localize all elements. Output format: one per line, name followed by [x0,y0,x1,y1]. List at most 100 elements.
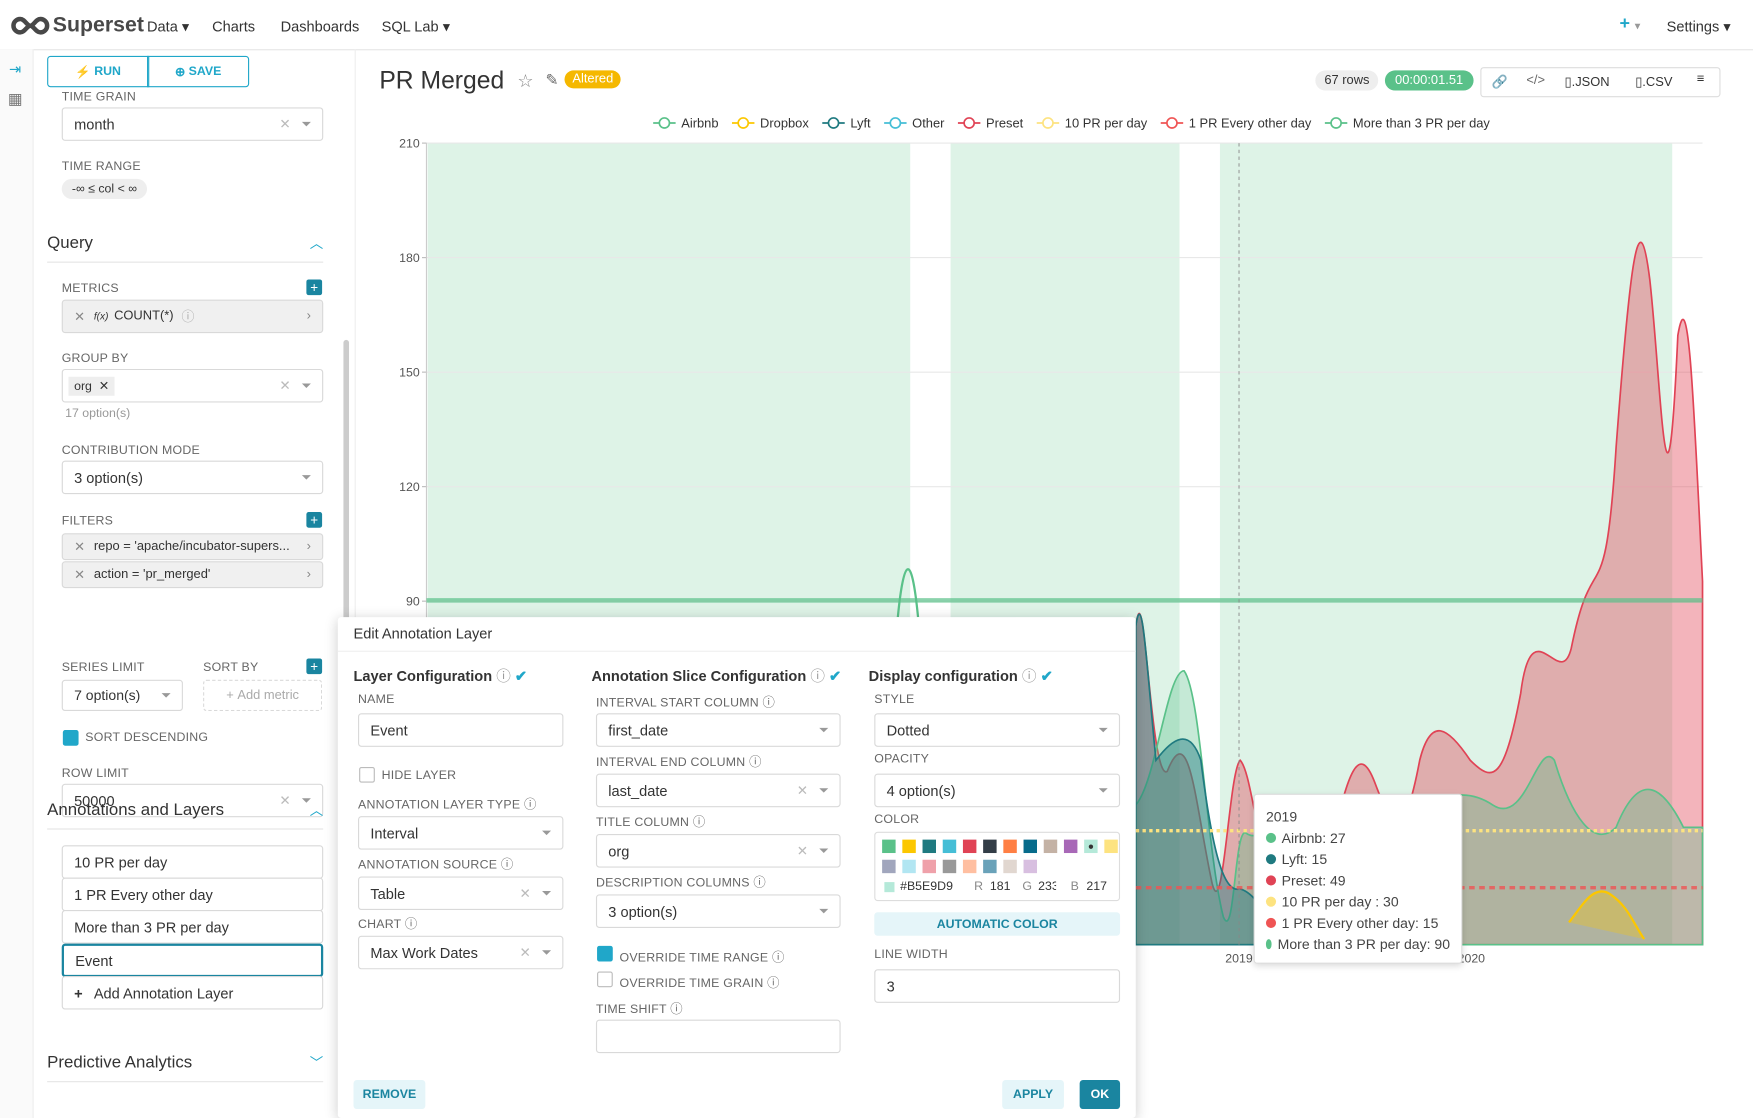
annotation-layer[interactable]: Event [61,943,324,978]
select[interactable]: Dotted [874,713,1121,747]
settings-menu[interactable]: Settings ▾ [1666,17,1731,35]
annotation-layer[interactable]: More than 3 PR per day [61,910,324,944]
label: .CSV [1642,76,1673,90]
filter-chip[interactable]: ✕ repo = 'apache/incubator-supers... › [61,533,324,561]
swatch[interactable] [902,859,916,874]
select[interactable]: 3 option(s) [61,460,324,495]
checkbox[interactable] [359,766,375,783]
time-range-pill[interactable]: -∞ ≤ col < ∞ [61,178,148,200]
annotation-layer[interactable]: 1 PR Every other day [61,877,324,912]
legend-item[interactable]: 10 PR per day [1036,115,1148,130]
select[interactable]: org ✕ [595,834,841,868]
swatch[interactable] [942,859,957,874]
swatch[interactable] [882,859,896,874]
collapse-icon[interactable]: ⇥ [8,60,22,78]
legend-item[interactable]: Airbnb [653,115,719,130]
select[interactable]: 50000 ✕ [61,783,324,818]
swatch-selected[interactable]: ● [1084,839,1098,854]
swatch[interactable] [962,839,977,854]
swatch[interactable] [1063,839,1078,854]
value: Dotted [886,721,930,739]
checkbox[interactable] [597,971,613,988]
swatch[interactable] [1003,839,1017,854]
menu-data[interactable]: Data ▾ [147,17,190,35]
swatch[interactable] [882,839,896,854]
link-button[interactable]: 🔗 [1491,76,1508,90]
add-metric[interactable]: + Add metric [203,679,323,712]
swatch[interactable] [902,839,916,854]
add-button[interactable]: + [306,658,323,675]
add-button[interactable]: + [306,512,323,528]
menu-item[interactable]: Data [147,17,178,35]
hex[interactable]: #B5E9D9 [900,879,953,894]
action-buttons: 🔗 </> ▯.JSON ▯.CSV ≡ [1480,67,1721,98]
checkbox[interactable] [62,730,79,746]
section-header[interactable]: Annotations and Layers ︿ [47,800,324,830]
legend-item[interactable]: Preset [957,115,1024,130]
swatch[interactable] [942,839,957,854]
select[interactable]: 4 option(s) [874,773,1121,808]
select[interactable]: Max Work Dates ✕ [358,935,564,970]
ok-button[interactable]: OK [1079,1079,1121,1110]
menu-item[interactable]: Charts [212,17,256,35]
swatch[interactable] [922,859,936,874]
run-button[interactable]: ⚡ RUN [47,55,150,88]
legend-item[interactable]: More than 3 PR per day [1324,115,1491,130]
r-value[interactable]: 181 [989,879,1011,894]
text-input[interactable] [595,1019,841,1054]
save-button[interactable]: ⊕ SAVE [147,55,250,88]
select[interactable]: first_date [595,713,841,747]
section-header[interactable]: Predictive Analytics ﹀ [47,1053,324,1083]
select[interactable]: month ✕ [61,107,324,141]
metric-chip[interactable]: ✕ f(x) COUNT(*) ⓘ › [61,299,324,334]
select[interactable]: Table ✕ [358,876,564,911]
select[interactable]: 3 option(s) [595,894,841,928]
remove-button[interactable]: REMOVE [353,1079,426,1110]
swatch[interactable] [983,859,997,874]
apply-button[interactable]: APPLY [1002,1079,1064,1110]
csv-button[interactable]: ▯.CSV [1635,76,1673,90]
control-panel: ⚡ RUN ⊕ SAVE TIME GRAIN month ✕ TIME RANG… [34,49,356,1118]
swatch[interactable] [962,859,977,874]
menu-item[interactable]: SQL Lab [381,17,439,35]
menu-item[interactable]: Dashboards [280,17,360,35]
legend-item[interactable]: 1 PR Every other day [1160,115,1312,130]
g-value[interactable]: 233 [1038,879,1056,894]
multiselect[interactable]: org ✕ ✕ [61,368,324,403]
b-value[interactable]: 217 [1086,879,1107,894]
legend-item[interactable]: Other [884,115,945,130]
brand[interactable]: Superset [52,13,145,37]
table-icon[interactable]: ▦ [7,89,23,108]
swatch[interactable] [1043,839,1058,854]
add-annotation-layer[interactable]: + Add Annotation Layer [61,976,324,1010]
annotation-layer[interactable]: 10 PR per day [61,845,324,879]
checkbox[interactable] [597,945,613,962]
x-tick-label: 2019 [1225,952,1253,966]
add-button[interactable]: + [306,279,323,296]
select[interactable]: 7 option(s) [61,679,183,712]
select[interactable]: last_date ✕ [595,773,841,808]
swatch[interactable] [1003,859,1017,874]
swatch[interactable] [922,839,936,854]
menu-button[interactable]: ≡ [1696,72,1705,87]
swatch[interactable] [1104,839,1118,854]
filter-chip[interactable]: ✕ action = 'pr_merged' › [61,561,324,589]
swatch[interactable] [1023,839,1038,854]
embed-button[interactable]: </> [1526,73,1546,88]
select[interactable]: Interval [358,816,564,850]
menu-sql[interactable]: SQL Lab ▾ [381,17,451,35]
number-input[interactable]: 3 [874,969,1121,1003]
swatch[interactable] [983,839,997,854]
automatic-color-button[interactable]: AUTOMATIC COLOR [874,912,1121,936]
section-header[interactable]: Query ︿ [47,234,324,263]
json-button[interactable]: ▯.JSON [1564,76,1610,90]
text-input[interactable]: Event [358,713,564,747]
plus-menu[interactable]: + ▾ [1619,14,1641,34]
swatch[interactable] [1023,859,1038,874]
altered-badge[interactable]: Altered [564,70,622,89]
legend-item[interactable]: Dropbox [731,115,809,130]
edit-icon[interactable]: ✎ [545,70,559,89]
legend-item[interactable]: Lyft [822,115,871,130]
settings[interactable]: Settings [1666,17,1720,35]
star-icon[interactable]: ☆ [517,72,534,92]
